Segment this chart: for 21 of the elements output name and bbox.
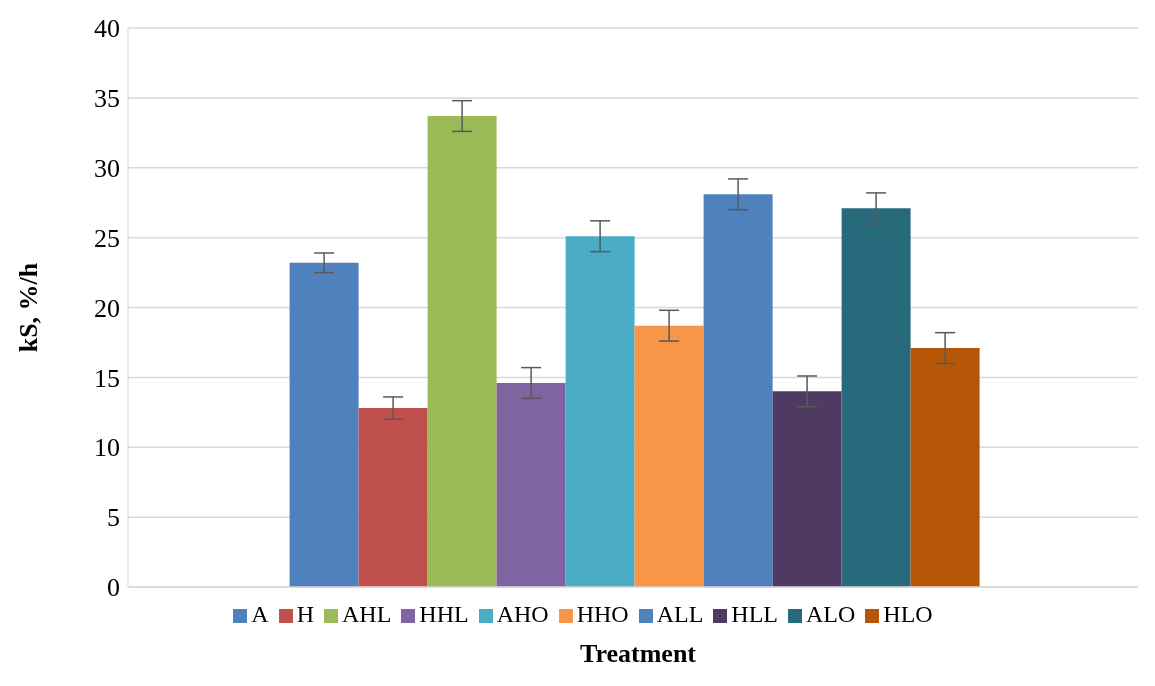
y-tick-label: 5 bbox=[107, 503, 120, 533]
legend-label: H bbox=[296, 601, 315, 627]
y-tick-label: 35 bbox=[94, 84, 120, 114]
y-axis-title: kS, %/h bbox=[14, 262, 44, 353]
y-tick-label: 20 bbox=[94, 293, 120, 323]
legend-label: HLL bbox=[731, 601, 778, 627]
y-tick-label: 0 bbox=[107, 573, 120, 603]
x-axis-title: Treatment bbox=[579, 639, 697, 669]
legend-label: A bbox=[251, 601, 269, 627]
y-tick-label: 40 bbox=[94, 14, 120, 44]
legend-label: ALO bbox=[806, 601, 856, 627]
legend-label: HLO bbox=[883, 601, 933, 627]
legend-label: HHO bbox=[576, 601, 629, 627]
legend-label: AHL bbox=[342, 601, 392, 627]
y-tick-label: 25 bbox=[94, 223, 120, 253]
y-tick-label: 30 bbox=[94, 153, 120, 183]
legend-label: AHO bbox=[496, 601, 549, 627]
y-tick-label: 15 bbox=[94, 363, 120, 393]
legend-label: ALL bbox=[656, 601, 704, 627]
y-tick-label: 10 bbox=[94, 433, 120, 463]
legend-label: HHL bbox=[419, 601, 469, 627]
